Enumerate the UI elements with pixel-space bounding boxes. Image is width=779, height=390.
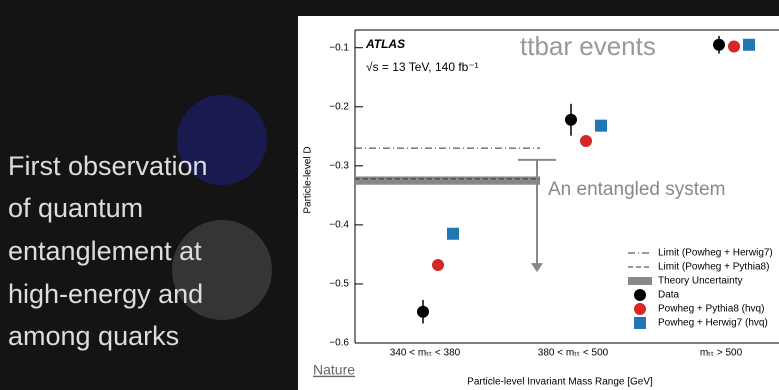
headline-line: among quarks — [8, 321, 179, 351]
point — [447, 228, 459, 240]
source-link[interactable]: Nature — [313, 362, 355, 378]
y-tick-label: −0.5 — [329, 279, 349, 290]
legend-band — [628, 277, 652, 285]
headline-line: entanglement at — [8, 236, 202, 266]
point — [595, 120, 607, 132]
legend-label: Powheg + Herwig7 (hvq) — [658, 318, 768, 329]
point — [713, 39, 725, 51]
slide: First observation of quantum entanglemen… — [0, 0, 779, 390]
legend-label: Data — [658, 290, 680, 301]
legend-label: Theory Uncertainty — [658, 276, 742, 287]
x-axis-label: Particle-level Invariant Mass Range [GeV… — [467, 377, 653, 388]
y-tick-label: −0.1 — [329, 42, 349, 53]
legend-label: Powheg + Pythia8 (hvq) — [658, 304, 764, 315]
x-tick-label: 380 < mₜₜ < 500 — [538, 348, 609, 359]
y-tick-label: −0.3 — [329, 160, 349, 171]
chart-title: ttbar events — [520, 31, 656, 61]
legend-marker — [634, 317, 646, 329]
point — [417, 306, 429, 318]
uncertainty-band — [355, 176, 540, 184]
y-tick-label: −0.4 — [329, 220, 349, 231]
legend-label: Limit (Powheg + Herwig7) — [658, 248, 773, 259]
headline-line: First observation — [8, 151, 208, 181]
x-tick-label: mₜₜ > 500 — [700, 348, 743, 359]
point — [580, 135, 592, 147]
y-tick-label: −0.2 — [329, 101, 349, 112]
headline-line: high-energy and — [8, 279, 203, 309]
annotation: An entangled system — [548, 179, 725, 200]
experiment: ATLAS — [365, 37, 405, 51]
legend-marker — [634, 303, 646, 315]
point — [743, 39, 755, 51]
headline-line: of quantum — [8, 193, 143, 223]
point — [728, 41, 740, 53]
legend-marker — [634, 289, 646, 301]
y-axis-label: Particle-level D — [303, 146, 314, 213]
y-tick-label: −0.6 — [329, 338, 349, 349]
subtitle: √s = 13 TeV, 140 fb⁻¹ — [366, 60, 479, 74]
point — [565, 114, 577, 126]
point — [432, 259, 444, 271]
legend-label: Limit (Powheg + Pythia8) — [658, 262, 769, 273]
x-tick-label: 340 < mₜₜ < 380 — [390, 348, 461, 359]
